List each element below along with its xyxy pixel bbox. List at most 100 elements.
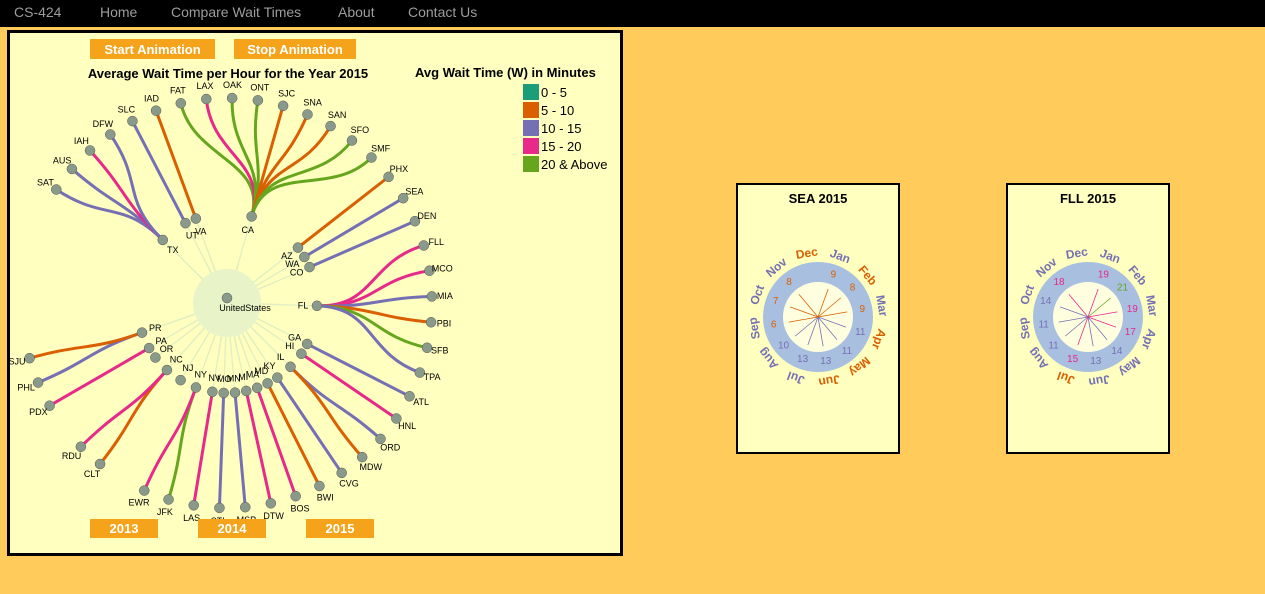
state-label-nc: NC xyxy=(170,355,183,365)
airport-node-las xyxy=(188,500,199,511)
airport-link-dfw xyxy=(109,133,164,242)
airport-label-tpa: TPA xyxy=(424,372,441,382)
airport-label-san: SAN xyxy=(328,110,347,120)
airport-link-mco xyxy=(316,269,430,308)
state-node-nv xyxy=(207,386,218,398)
month-label-jul: Jul xyxy=(785,368,806,387)
legend-label: 10 - 15 xyxy=(541,121,581,136)
airport-node-aus xyxy=(66,163,78,175)
state-to-airport-links xyxy=(29,98,432,508)
airport-label-clt: CLT xyxy=(84,469,101,479)
month-label-mar: Mar xyxy=(873,294,891,318)
airport-label-dfw: DFW xyxy=(93,119,114,129)
state-node-mn xyxy=(229,387,241,398)
airport-link-phl xyxy=(37,331,143,384)
nav-contact-us[interactable]: Contact Us xyxy=(408,4,478,20)
month-spoke-jun xyxy=(1087,316,1094,347)
airport-node-dtw xyxy=(265,498,277,509)
airport-node-bwi xyxy=(314,480,325,492)
state-label-mo: MO xyxy=(217,374,232,384)
airport-label-mco: MCO xyxy=(432,264,453,274)
airport-label-lax: LAX xyxy=(196,81,213,91)
nav-brand[interactable]: CS-424 xyxy=(14,4,62,20)
month-value-oct: 7 xyxy=(773,296,779,307)
legend: Avg Wait Time (W) in Minutes 0 - 5 5 - 10 1… xyxy=(415,65,608,172)
month-spoke-feb xyxy=(817,297,842,318)
legend-swatch xyxy=(523,156,539,172)
airport-link-stl xyxy=(217,392,226,508)
airport-label-hnl: HNL xyxy=(398,421,416,431)
state-node-tx xyxy=(157,234,169,246)
airport-label-jfk: JFK xyxy=(157,507,173,517)
airport-link-tpa xyxy=(316,304,421,374)
month-value-jan: 19 xyxy=(1098,269,1110,280)
airport-label-las: LAS xyxy=(183,513,200,523)
airport-label-cvg: CVG xyxy=(339,479,359,489)
month-label-apr: Apr xyxy=(1139,327,1159,352)
start-animation-button[interactable]: Start Animation xyxy=(90,39,215,59)
airport-link-jfk xyxy=(167,386,198,500)
airport-label-sea: SEA xyxy=(405,187,423,197)
airport-link-atl xyxy=(306,342,411,398)
month-value-nov: 8 xyxy=(786,277,792,288)
airport-label-aus: AUS xyxy=(53,155,72,165)
state-label-mi: MI xyxy=(238,372,248,382)
root-node xyxy=(221,292,233,304)
legend-swatch xyxy=(523,138,539,154)
month-value-aug: 11 xyxy=(1048,341,1059,352)
legend-swatch xyxy=(523,84,539,100)
month-spoke-sep xyxy=(788,316,819,323)
airport-label-sfo: SFO xyxy=(351,125,370,135)
airport-label-sna: SNA xyxy=(303,97,322,107)
month-value-jun: 13 xyxy=(1090,356,1102,367)
airport-node-clt xyxy=(94,458,106,470)
month-spoke-jun xyxy=(817,316,824,347)
airport-label-dtw: DTW xyxy=(263,511,284,521)
airport-label-atl: ATL xyxy=(413,397,429,407)
state-node-ny xyxy=(190,382,202,393)
airport-label-mdw: MDW xyxy=(359,462,382,472)
airport-node-mia xyxy=(426,291,438,302)
airport-label-ont: ONT xyxy=(250,82,270,92)
radial-tree-panel: Average Wait Time per Hour for the Year … xyxy=(7,30,623,556)
month-spoke-jan xyxy=(1087,288,1099,318)
state-node-co xyxy=(304,261,315,273)
year-2014-button[interactable]: 2014 xyxy=(198,519,266,538)
state-node-az xyxy=(292,242,304,253)
nav-compare-wait-times[interactable]: Compare Wait Times xyxy=(171,4,302,20)
airport-label-oak: OAK xyxy=(223,80,242,90)
nav-about[interactable]: About xyxy=(338,4,375,20)
state-label-mn: MN xyxy=(227,374,241,384)
airport-node-pbi xyxy=(425,316,437,328)
stop-animation-button[interactable]: Stop Animation xyxy=(234,39,356,59)
card-title: FLL 2015 xyxy=(1059,191,1117,206)
state-label-pa: PA xyxy=(156,336,167,346)
state-node-wa xyxy=(299,251,310,263)
month-value-aug: 10 xyxy=(778,341,790,352)
month-label-apr: Apr xyxy=(869,327,889,352)
month-spoke-aug xyxy=(1064,316,1089,337)
state-node-ga xyxy=(301,338,313,350)
month-value-may: 11 xyxy=(842,346,853,357)
airport-node-sna xyxy=(302,109,313,120)
airport-link-sea xyxy=(303,196,404,259)
airport-node-oak xyxy=(226,92,238,104)
month-value-feb: 21 xyxy=(1117,283,1129,294)
legend-swatch xyxy=(523,120,539,136)
legend-title: Avg Wait Time (W) in Minutes xyxy=(415,65,596,80)
legend-label: 15 - 20 xyxy=(541,139,581,154)
state-label-tx: TX xyxy=(167,245,179,255)
month-label-sep: Sep xyxy=(745,316,763,340)
nav-home[interactable]: Home xyxy=(100,4,138,20)
year-2015-button[interactable]: 2015 xyxy=(306,519,374,538)
chart-title: Average Wait Time per Hour for the Year … xyxy=(88,66,368,81)
airport-node-smf xyxy=(366,152,377,163)
state-label-ut: UT xyxy=(186,231,198,241)
year-2013-button[interactable]: 2013 xyxy=(90,519,158,538)
airport-node-atl xyxy=(404,391,415,402)
month-label-dec: Dec xyxy=(1065,244,1089,262)
month-spoke-nov xyxy=(1068,293,1089,318)
airport-label-sfb: SFB xyxy=(431,346,449,356)
state-label-ky: KY xyxy=(264,361,276,371)
state-label-hi: HI xyxy=(285,341,294,351)
